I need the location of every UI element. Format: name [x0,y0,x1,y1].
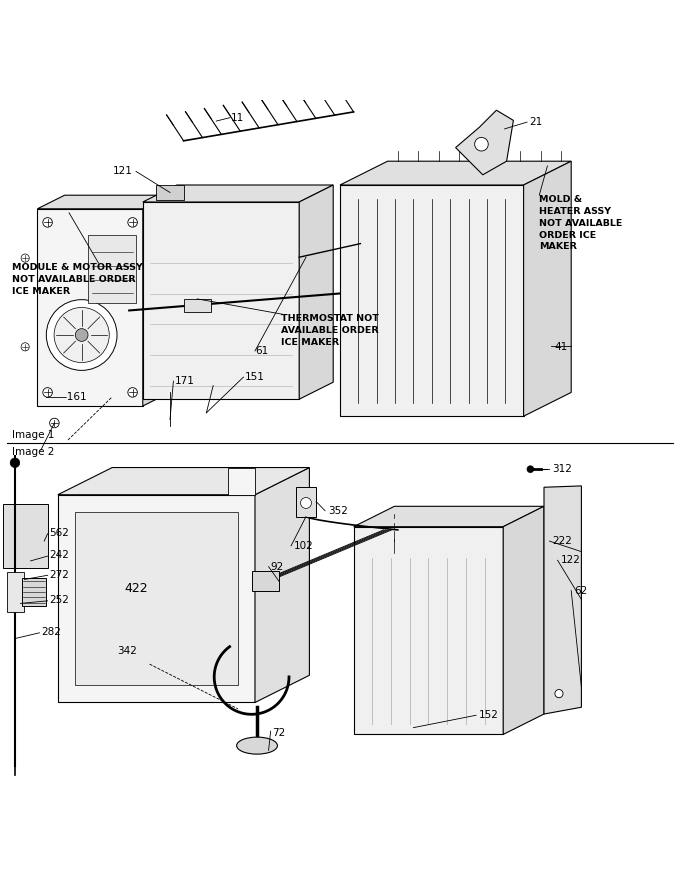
Text: 312: 312 [552,464,572,474]
Circle shape [75,328,88,341]
Circle shape [43,387,52,397]
Text: 242: 242 [49,551,69,561]
Polygon shape [75,512,238,686]
Polygon shape [503,506,544,735]
Circle shape [128,217,137,227]
Polygon shape [143,195,170,406]
Polygon shape [22,578,46,605]
Polygon shape [184,299,211,312]
Text: 121: 121 [113,166,133,176]
Circle shape [555,690,563,698]
Polygon shape [524,161,571,416]
Text: MOLD &
HEATER ASSY
NOT AVAILABLE
ORDER ICE
MAKER: MOLD & HEATER ASSY NOT AVAILABLE ORDER I… [539,195,623,252]
Circle shape [43,217,52,227]
Polygon shape [255,467,309,702]
Circle shape [46,300,117,370]
Text: 352: 352 [328,506,347,516]
Polygon shape [58,467,309,495]
Polygon shape [228,467,255,495]
Polygon shape [354,527,503,735]
Text: 152: 152 [479,710,498,720]
Polygon shape [340,161,571,185]
Text: 562: 562 [49,528,69,538]
Polygon shape [544,486,581,714]
Text: 422: 422 [125,582,148,595]
Polygon shape [456,110,513,175]
Polygon shape [88,236,136,304]
Polygon shape [252,571,279,591]
Polygon shape [340,185,524,416]
Text: Image 2: Image 2 [12,447,54,457]
Text: 62: 62 [574,585,587,596]
Polygon shape [143,202,299,400]
Circle shape [21,254,29,262]
Text: 171: 171 [175,376,194,386]
Text: 272: 272 [49,569,69,580]
Text: 102: 102 [294,541,313,551]
Text: 72: 72 [272,728,285,737]
Circle shape [54,307,109,363]
Text: 342: 342 [117,646,137,656]
Circle shape [128,387,137,397]
Circle shape [50,418,59,428]
Text: 282: 282 [41,627,61,637]
Text: MODULE & MOTOR ASSY
NOT AVAILABLE ORDER
ICE MAKER: MODULE & MOTOR ASSY NOT AVAILABLE ORDER … [12,263,143,296]
Polygon shape [354,506,544,527]
Text: Image 1: Image 1 [12,430,54,440]
Text: 61: 61 [256,346,269,356]
Text: 11: 11 [231,113,244,122]
Polygon shape [299,185,333,400]
Text: 222: 222 [552,536,572,546]
Polygon shape [58,495,255,702]
Text: 252: 252 [49,595,69,605]
Circle shape [301,497,311,509]
Circle shape [475,137,488,151]
Text: 92: 92 [270,561,283,572]
Polygon shape [143,185,333,202]
Polygon shape [37,195,170,209]
Polygon shape [37,209,143,406]
Text: 122: 122 [560,555,580,565]
Circle shape [10,458,20,467]
Circle shape [21,342,29,351]
Polygon shape [7,572,24,612]
Text: 151: 151 [245,372,265,382]
Polygon shape [3,504,48,568]
Polygon shape [156,185,184,200]
Ellipse shape [237,737,277,754]
Circle shape [527,466,534,473]
Text: 41: 41 [554,341,567,351]
Polygon shape [296,488,316,517]
Text: 21: 21 [529,117,542,127]
Text: ――161: ――161 [46,392,87,402]
Text: THERMOSTAT NOT
AVAILABLE ORDER
ICE MAKER: THERMOSTAT NOT AVAILABLE ORDER ICE MAKER [281,314,379,347]
